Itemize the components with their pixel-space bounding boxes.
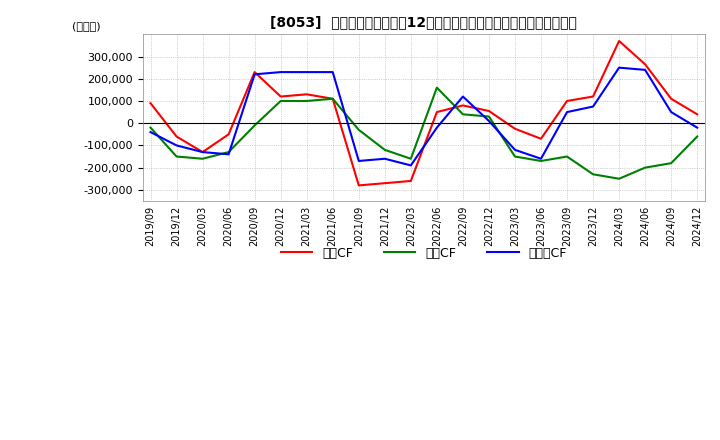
営業CF — [302, 92, 311, 97]
フリーCF — [198, 150, 207, 155]
投賃CF — [225, 150, 233, 155]
フリーCF — [225, 152, 233, 157]
フリーCF — [693, 125, 701, 130]
フリーCF — [380, 156, 389, 161]
フリーCF — [354, 158, 363, 164]
フリーCF — [459, 94, 467, 99]
フリーCF — [641, 67, 649, 73]
投賃CF — [276, 99, 285, 104]
投賃CF — [667, 161, 675, 166]
営業CF — [433, 110, 441, 115]
投賃CF — [380, 147, 389, 153]
営業CF — [615, 38, 624, 44]
営業CF — [251, 70, 259, 75]
投賃CF — [510, 154, 519, 159]
投賃CF — [536, 158, 545, 164]
Line: 投賃CF: 投賃CF — [150, 88, 697, 179]
Legend: 営業CF, 投賃CF, フリーCF: 営業CF, 投賃CF, フリーCF — [276, 242, 572, 265]
営業CF — [589, 94, 598, 99]
営業CF — [667, 96, 675, 101]
Title: [8053]  キャッシュフローの12か月移動合計の対前年同期増減額の推移: [8053] キャッシュフローの12か月移動合計の対前年同期増減額の推移 — [271, 15, 577, 29]
フリーCF — [302, 70, 311, 75]
投賃CF — [459, 112, 467, 117]
フリーCF — [667, 110, 675, 115]
フリーCF — [407, 163, 415, 168]
投賃CF — [693, 134, 701, 139]
フリーCF — [485, 118, 493, 124]
フリーCF — [433, 125, 441, 130]
営業CF — [536, 136, 545, 141]
投賃CF — [251, 123, 259, 128]
営業CF — [641, 62, 649, 67]
投賃CF — [641, 165, 649, 170]
営業CF — [198, 150, 207, 155]
投賃CF — [328, 96, 337, 101]
投賃CF — [485, 114, 493, 119]
フリーCF — [251, 72, 259, 77]
フリーCF — [172, 143, 181, 148]
投賃CF — [433, 85, 441, 90]
営業CF — [276, 94, 285, 99]
営業CF — [510, 126, 519, 132]
営業CF — [328, 96, 337, 101]
投賃CF — [172, 154, 181, 159]
営業CF — [459, 103, 467, 108]
Y-axis label: (百万円): (百万円) — [72, 21, 101, 31]
Line: フリーCF: フリーCF — [150, 68, 697, 165]
フリーCF — [146, 129, 155, 135]
営業CF — [354, 183, 363, 188]
営業CF — [146, 101, 155, 106]
投賃CF — [615, 176, 624, 181]
フリーCF — [615, 65, 624, 70]
投賃CF — [407, 156, 415, 161]
営業CF — [485, 108, 493, 114]
フリーCF — [328, 70, 337, 75]
投賃CF — [146, 125, 155, 130]
営業CF — [563, 99, 572, 104]
フリーCF — [510, 147, 519, 153]
投賃CF — [302, 99, 311, 104]
投賃CF — [563, 154, 572, 159]
投賃CF — [198, 156, 207, 161]
フリーCF — [563, 110, 572, 115]
Line: 営業CF: 営業CF — [150, 41, 697, 185]
フリーCF — [589, 104, 598, 109]
営業CF — [693, 112, 701, 117]
営業CF — [225, 132, 233, 137]
投賃CF — [354, 127, 363, 132]
営業CF — [380, 180, 389, 186]
営業CF — [407, 178, 415, 183]
フリーCF — [276, 70, 285, 75]
投賃CF — [589, 172, 598, 177]
営業CF — [172, 134, 181, 139]
フリーCF — [536, 156, 545, 161]
